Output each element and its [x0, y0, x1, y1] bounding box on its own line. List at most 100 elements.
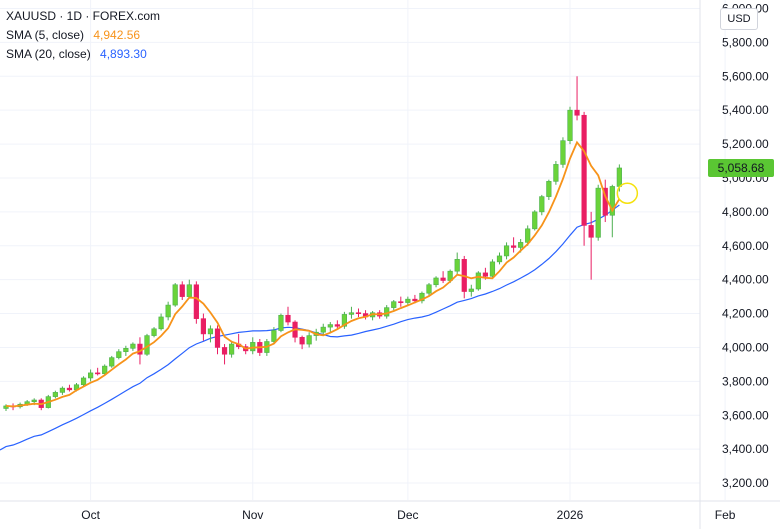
- price-tick-label: 5,800.00: [722, 35, 769, 49]
- candle-up: [109, 357, 115, 367]
- candle-up: [468, 288, 474, 292]
- last-price-badge: [708, 159, 774, 178]
- price-tick-label: 5,600.00: [722, 69, 769, 83]
- time-axis[interactable]: Oct Nov Dec 2026 Feb: [81, 508, 735, 522]
- price-tick-label: 5,200.00: [722, 137, 769, 151]
- price-tick-label: 3,800.00: [722, 374, 769, 388]
- candle-down: [581, 114, 587, 226]
- price-axis[interactable]: 3,200.00 3,400.00 3,600.00 3,800.00 4,000.00…: [722, 1, 769, 490]
- candle-down: [440, 277, 446, 281]
- price-tick-label: 4,200.00: [722, 307, 769, 321]
- price-tick-label: 4,600.00: [722, 239, 769, 253]
- sma5-line: [5, 140, 621, 408]
- candle-down: [214, 328, 221, 348]
- sma5-legend-row[interactable]: SMA (5, close) 4,942.56: [6, 26, 160, 45]
- candle-down: [334, 324, 340, 327]
- candle-down: [66, 387, 73, 391]
- sma5-label: SMA (5, close): [6, 28, 85, 42]
- candle-down: [510, 245, 517, 248]
- candle-up: [567, 109, 573, 141]
- candle-down: [179, 284, 185, 297]
- candle-up: [518, 242, 524, 248]
- candle-up: [348, 312, 355, 315]
- sma20-label: SMA (20, close): [6, 47, 91, 61]
- chart-legend: XAUUSD · 1D · FOREX.com SMA (5, close) 4…: [6, 7, 160, 64]
- price-tick-label: 4,800.00: [722, 205, 769, 219]
- last-price-label: 5,058.68: [718, 161, 765, 175]
- candle-up: [341, 314, 348, 327]
- candle-up: [426, 284, 432, 294]
- candle-down: [355, 312, 362, 315]
- symbol-title: XAUUSD · 1D · FOREX.com: [6, 9, 161, 23]
- overlays: 5,058.68: [616, 159, 774, 204]
- candle-up: [186, 284, 192, 297]
- symbol-row[interactable]: XAUUSD · 1D · FOREX.com: [6, 7, 160, 26]
- candle-up: [384, 307, 390, 317]
- candle-up: [532, 211, 538, 230]
- candle-up: [172, 284, 178, 306]
- candle-down: [193, 284, 199, 319]
- candle-up: [616, 167, 622, 187]
- candle-up: [320, 326, 326, 333]
- time-tick-label: 2026: [557, 508, 584, 522]
- candle-down: [285, 314, 291, 323]
- candle-up: [454, 259, 460, 272]
- candle-up: [207, 328, 214, 335]
- candle-down: [299, 336, 305, 345]
- sma20-legend-row[interactable]: SMA (20, close) 4,893.30: [6, 45, 160, 64]
- candle-up: [59, 387, 65, 393]
- candle-up: [271, 330, 277, 342]
- candle-up: [433, 277, 439, 286]
- candle-up: [327, 324, 333, 328]
- candle-up: [560, 140, 566, 165]
- candle-up: [130, 343, 136, 349]
- candle-up: [475, 272, 481, 290]
- candle-up: [503, 245, 510, 257]
- currency-button[interactable]: USD: [720, 8, 758, 30]
- candle-up: [595, 187, 601, 238]
- candle-down: [200, 318, 207, 335]
- candle-up: [278, 314, 284, 331]
- candle-up: [116, 351, 122, 358]
- candle-up: [391, 301, 397, 308]
- candle-up: [539, 196, 545, 213]
- candle-up: [151, 328, 157, 336]
- sma5-path: [5, 140, 621, 408]
- price-tick-label: 4,400.00: [722, 273, 769, 287]
- candle-up: [553, 164, 559, 182]
- price-tick-label: 3,400.00: [722, 442, 769, 456]
- candle-up: [52, 392, 58, 397]
- time-tick-label: Oct: [81, 508, 100, 522]
- price-tick-label: 4,000.00: [722, 340, 769, 354]
- candle-up: [80, 377, 87, 386]
- time-tick-label: Feb: [715, 508, 736, 522]
- candle-up: [88, 372, 94, 379]
- candle-up: [609, 186, 615, 216]
- time-tick-label: Nov: [242, 508, 263, 522]
- price-tick-label: 5,400.00: [722, 103, 769, 117]
- candle-up: [496, 255, 503, 263]
- candle-up: [306, 335, 312, 345]
- highlight-circle: [616, 182, 639, 204]
- candle-up: [165, 304, 171, 318]
- candle-down: [398, 301, 404, 303]
- candle-up: [525, 228, 531, 243]
- candle-down: [574, 109, 580, 116]
- candle-down: [95, 372, 101, 375]
- sma5-value: 4,942.56: [93, 28, 141, 42]
- candle-up: [489, 261, 496, 277]
- candle-up: [158, 316, 164, 330]
- candle-up: [102, 365, 108, 375]
- candle-down: [588, 225, 594, 238]
- time-tick-label: Dec: [397, 508, 418, 522]
- candle-up: [123, 348, 129, 352]
- candle-down: [412, 298, 418, 302]
- candle-down: [482, 272, 489, 277]
- price-tick-label: 3,200.00: [722, 476, 769, 490]
- sma20-value: 4,893.30: [100, 47, 147, 61]
- price-tick-label: 3,600.00: [722, 408, 769, 422]
- candle-up: [546, 181, 552, 197]
- candle-down: [221, 347, 228, 355]
